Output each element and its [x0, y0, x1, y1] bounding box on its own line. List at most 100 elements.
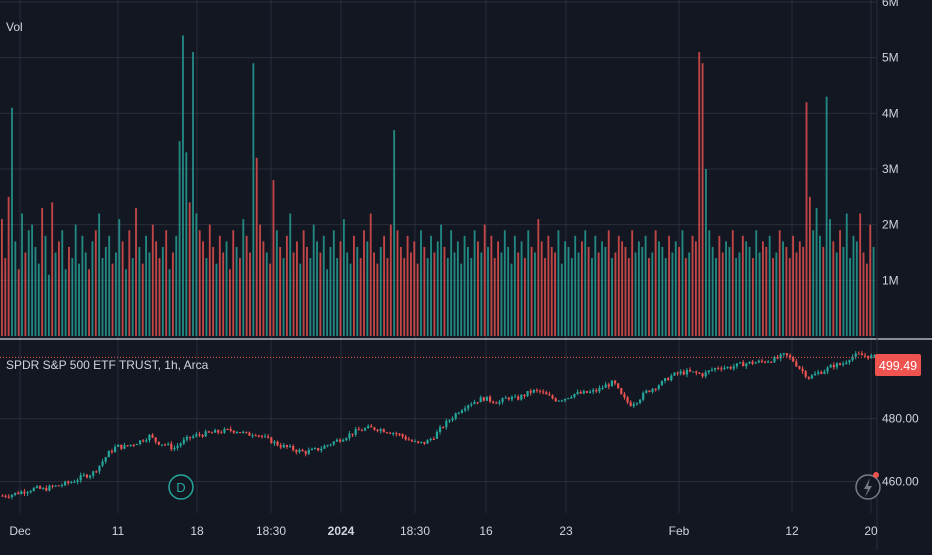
candle-body — [873, 354, 876, 356]
volume-bar — [611, 258, 613, 336]
candle-body — [179, 443, 182, 446]
candle-body — [851, 356, 854, 361]
candle-body — [704, 372, 707, 377]
candle-body — [120, 444, 123, 449]
candle-body — [660, 380, 664, 386]
volume-bar — [272, 180, 275, 336]
chart-legend[interactable]: SPDR S&P 500 ETF TRUST, 1h, Arca — [6, 358, 209, 372]
volume-bar — [346, 252, 349, 336]
volume-bar — [410, 252, 412, 336]
volume-bar — [460, 263, 463, 336]
candle-body — [829, 364, 832, 368]
volume-bar — [493, 258, 496, 336]
candle-body — [823, 371, 826, 374]
candle-body — [729, 367, 732, 369]
candle-body — [798, 366, 801, 369]
candle-body — [479, 397, 482, 403]
candle-body — [23, 491, 26, 494]
candle-body — [232, 430, 235, 433]
time-tick-label: 23 — [559, 524, 573, 538]
candle-body — [638, 399, 642, 403]
volume-bar — [228, 269, 231, 336]
candle-body — [795, 361, 798, 367]
volume-bar — [517, 252, 520, 336]
price-candles — [1, 350, 876, 500]
candle-body — [126, 445, 129, 447]
volume-tick-label: 4M — [882, 106, 899, 120]
volume-bar — [292, 252, 295, 336]
volume-bar — [691, 235, 694, 336]
volume-bar — [661, 246, 664, 336]
candle-body — [85, 474, 89, 478]
volume-bar — [550, 246, 553, 336]
volume-bar — [775, 252, 778, 336]
candle-body — [173, 447, 176, 450]
volume-bar — [161, 246, 164, 336]
time-tick-label: 20 — [864, 524, 878, 538]
price-tag-value: 499.49 — [879, 359, 917, 373]
candle-body — [663, 378, 667, 381]
volume-bar — [17, 269, 20, 336]
dividend-marker-label: D — [176, 480, 185, 495]
volume-bar — [135, 207, 137, 336]
candle-body — [688, 369, 692, 372]
volume-bar — [148, 252, 151, 336]
candle-body — [257, 435, 260, 437]
candle-body — [551, 395, 554, 399]
volume-bar — [641, 246, 644, 336]
price-tag-box — [875, 354, 921, 376]
candle-body — [745, 363, 748, 367]
volume-bar — [711, 246, 714, 336]
candle-body — [248, 432, 251, 436]
volume-bar — [118, 219, 121, 336]
volume-bar — [547, 235, 550, 336]
lightning-icon[interactable] — [855, 472, 881, 500]
candle-body — [95, 471, 98, 473]
volume-bar — [554, 252, 557, 336]
candle-body — [857, 353, 860, 355]
candle-body — [535, 389, 539, 391]
candle-body — [123, 445, 126, 449]
candle-body — [838, 363, 842, 365]
volume-bar — [275, 230, 278, 336]
time-tick-label: 18 — [190, 524, 204, 538]
candle-body — [657, 385, 660, 389]
candle-body — [310, 448, 314, 451]
volume-bar — [832, 241, 835, 336]
volume-bar — [369, 213, 372, 336]
candle-body — [204, 431, 207, 437]
volume-bar — [265, 252, 268, 336]
candle-body — [82, 474, 85, 476]
volume-bar — [815, 207, 818, 336]
candle-body — [832, 364, 835, 368]
volume-bar — [567, 246, 570, 336]
volume-bar — [597, 252, 600, 336]
volume-bar — [621, 241, 624, 336]
candle-body — [751, 361, 754, 364]
candle-body — [213, 430, 217, 433]
volume-bar — [738, 252, 741, 336]
candle-body — [632, 404, 635, 407]
candle-body — [679, 371, 682, 374]
candle-body — [701, 373, 704, 377]
candle-body — [710, 369, 714, 371]
volume-bar — [637, 241, 640, 336]
volume-bar — [27, 230, 30, 336]
candle-body — [51, 485, 54, 487]
candle-body — [579, 392, 582, 394]
volume-bar — [242, 219, 245, 336]
volume-bar — [332, 230, 335, 336]
candle-body — [651, 388, 654, 392]
dividend-marker[interactable]: D — [168, 474, 194, 500]
candle-body — [467, 405, 470, 409]
candle-body — [254, 435, 257, 437]
volume-bar — [14, 241, 17, 336]
volume-bar — [279, 246, 282, 336]
volume-bar — [627, 258, 630, 336]
volume-bar — [456, 241, 459, 336]
candle-body — [382, 429, 385, 433]
volume-bar — [101, 258, 104, 336]
candle-body — [792, 357, 795, 362]
